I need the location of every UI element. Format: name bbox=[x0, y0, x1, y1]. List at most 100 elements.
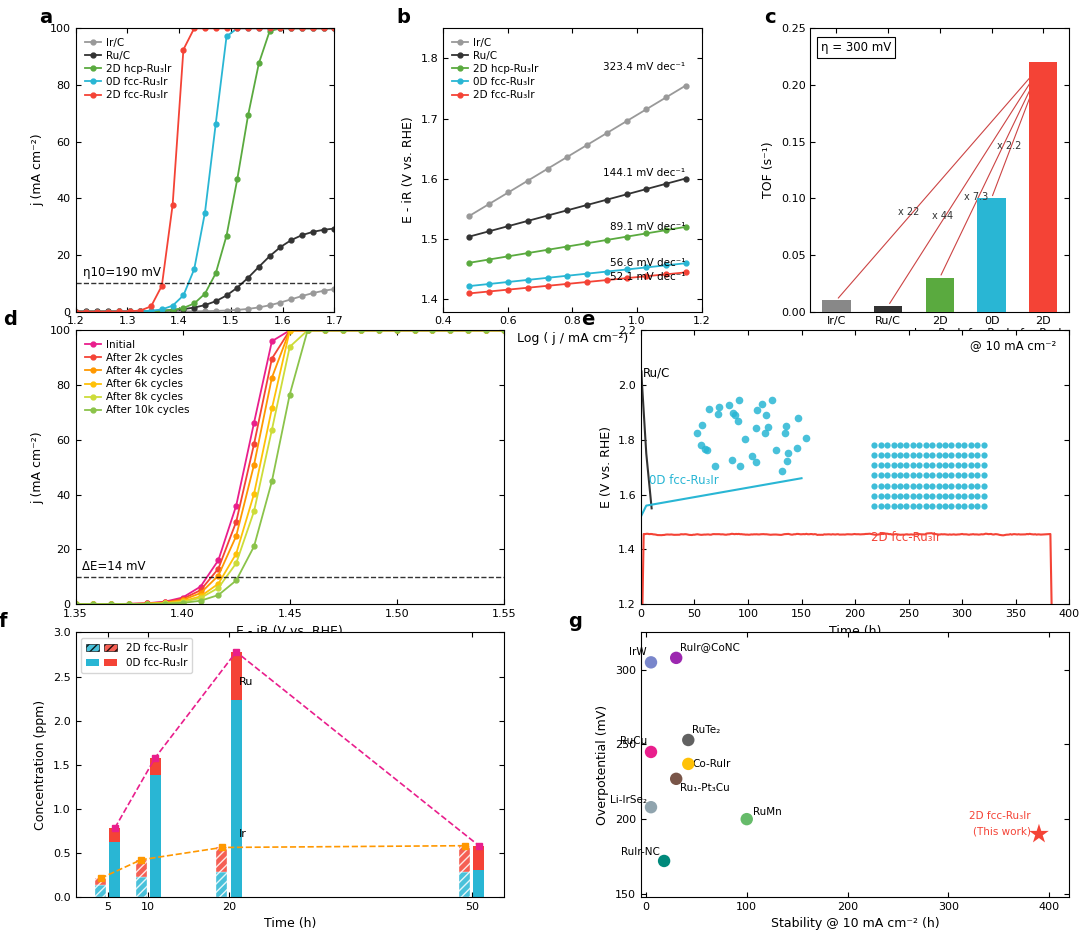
0D fcc-Ru₃Ir bbox=[620, 263, 633, 275]
Initial bbox=[444, 325, 457, 336]
After 6k cycles bbox=[194, 591, 207, 602]
Text: 89.1 mV dec⁻¹: 89.1 mV dec⁻¹ bbox=[610, 222, 686, 232]
After 10k cycles bbox=[230, 575, 243, 586]
After 6k cycles bbox=[408, 325, 421, 336]
After 8k cycles bbox=[462, 325, 475, 336]
Ir/C bbox=[123, 306, 136, 317]
After 4k cycles bbox=[283, 325, 296, 336]
Ru/C bbox=[91, 306, 104, 317]
Text: RuCu: RuCu bbox=[620, 736, 647, 747]
After 4k cycles bbox=[176, 595, 189, 606]
Text: f: f bbox=[0, 613, 6, 632]
Legend: 2D fcc-Ru₃Ir, 0D fcc-Ru₃Ir: 2D fcc-Ru₃Ir, 0D fcc-Ru₃Ir bbox=[81, 638, 192, 673]
2D fcc-Ru₃Ir bbox=[328, 23, 341, 34]
After 8k cycles bbox=[390, 325, 403, 336]
After 2k cycles bbox=[426, 325, 438, 336]
After 2k cycles bbox=[337, 325, 350, 336]
2D hcp-Ru₃Ir bbox=[679, 221, 692, 232]
After 10k cycles bbox=[498, 325, 511, 336]
After 10k cycles bbox=[301, 325, 314, 336]
X-axis label: Stability @ 10 mA cm⁻² (h): Stability @ 10 mA cm⁻² (h) bbox=[771, 918, 940, 930]
Ir/C bbox=[112, 306, 125, 317]
Ir/C bbox=[188, 306, 201, 317]
After 2k cycles bbox=[373, 325, 386, 336]
0D fcc-Ru₃Ir bbox=[69, 306, 82, 317]
2D hcp-Ru₃Ir bbox=[156, 305, 168, 316]
Ir/C bbox=[242, 303, 255, 314]
After 8k cycles bbox=[212, 582, 225, 594]
After 4k cycles bbox=[69, 598, 82, 610]
After 4k cycles bbox=[337, 325, 350, 336]
Bar bbox=[150, 775, 161, 897]
After 2k cycles bbox=[480, 325, 492, 336]
After 8k cycles bbox=[123, 598, 136, 610]
After 2k cycles bbox=[176, 593, 189, 604]
0D fcc-Ru₃Ir bbox=[581, 268, 594, 279]
2D hcp-Ru₃Ir bbox=[69, 306, 82, 317]
After 2k cycles bbox=[319, 325, 332, 336]
After 6k cycles bbox=[426, 325, 438, 336]
Line: Ir/C: Ir/C bbox=[467, 83, 688, 219]
Initial bbox=[176, 592, 189, 603]
After 6k cycles bbox=[390, 325, 403, 336]
0D fcc-Ru₃Ir bbox=[80, 306, 93, 317]
After 4k cycles bbox=[105, 598, 118, 610]
2D fcc-Ru₃Ir bbox=[69, 306, 82, 317]
After 2k cycles bbox=[69, 598, 82, 610]
After 10k cycles bbox=[123, 598, 136, 610]
2D hcp-Ru₃Ir bbox=[561, 241, 573, 252]
After 6k cycles bbox=[247, 488, 260, 499]
2D hcp-Ru₃Ir bbox=[660, 225, 673, 236]
After 10k cycles bbox=[194, 595, 207, 606]
0D fcc-Ru₃Ir bbox=[328, 23, 341, 34]
Line: After 8k cycles: After 8k cycles bbox=[73, 328, 507, 607]
2D fcc-Ru₃Ir bbox=[220, 23, 233, 34]
Ir/C bbox=[581, 140, 594, 151]
Line: Ir/C: Ir/C bbox=[73, 287, 337, 314]
Ir/C bbox=[522, 175, 535, 186]
Text: 52.1 mV dec⁻¹: 52.1 mV dec⁻¹ bbox=[610, 272, 686, 282]
After 10k cycles bbox=[354, 325, 367, 336]
X-axis label: Time (h): Time (h) bbox=[264, 918, 316, 930]
After 4k cycles bbox=[140, 598, 153, 609]
2D fcc-Ru₃Ir bbox=[102, 306, 114, 317]
After 2k cycles bbox=[212, 563, 225, 574]
X-axis label: Time (h): Time (h) bbox=[828, 625, 881, 637]
After 4k cycles bbox=[159, 597, 172, 608]
2D hcp-Ru₃Ir bbox=[80, 306, 93, 317]
After 6k cycles bbox=[69, 598, 82, 610]
Ir/C bbox=[328, 283, 341, 295]
Ru/C bbox=[600, 194, 613, 206]
0D fcc-Ru₃Ir bbox=[274, 23, 287, 34]
0D fcc-Ru₃Ir bbox=[660, 260, 673, 271]
Line: Ru/C: Ru/C bbox=[467, 177, 688, 239]
Bar bbox=[874, 306, 903, 312]
Initial bbox=[247, 417, 260, 429]
Ir/C bbox=[264, 299, 276, 311]
After 10k cycles bbox=[319, 325, 332, 336]
After 8k cycles bbox=[87, 598, 100, 610]
Ir/C bbox=[561, 151, 573, 162]
Initial bbox=[159, 596, 172, 607]
After 4k cycles bbox=[301, 325, 314, 336]
After 4k cycles bbox=[194, 587, 207, 598]
Text: x 2.2: x 2.2 bbox=[998, 141, 1022, 151]
Ir/C bbox=[145, 306, 158, 317]
Bar bbox=[95, 878, 106, 885]
Text: 2D fcc-Ru₃Ir: 2D fcc-Ru₃Ir bbox=[872, 531, 941, 544]
0D fcc-Ru₃Ir bbox=[502, 277, 515, 288]
Bar bbox=[109, 842, 120, 897]
Ru/C bbox=[210, 295, 222, 307]
Ir/C bbox=[220, 305, 233, 316]
After 2k cycles bbox=[408, 325, 421, 336]
2D fcc-Ru₃Ir bbox=[134, 305, 147, 316]
After 4k cycles bbox=[247, 459, 260, 470]
Point bbox=[679, 756, 697, 771]
Ru/C bbox=[80, 306, 93, 317]
Point bbox=[643, 745, 660, 760]
Ru/C bbox=[502, 221, 515, 232]
0D fcc-Ru₃Ir bbox=[123, 306, 136, 317]
Initial bbox=[266, 335, 279, 346]
After 10k cycles bbox=[212, 589, 225, 600]
2D hcp-Ru₃Ir bbox=[462, 257, 475, 268]
